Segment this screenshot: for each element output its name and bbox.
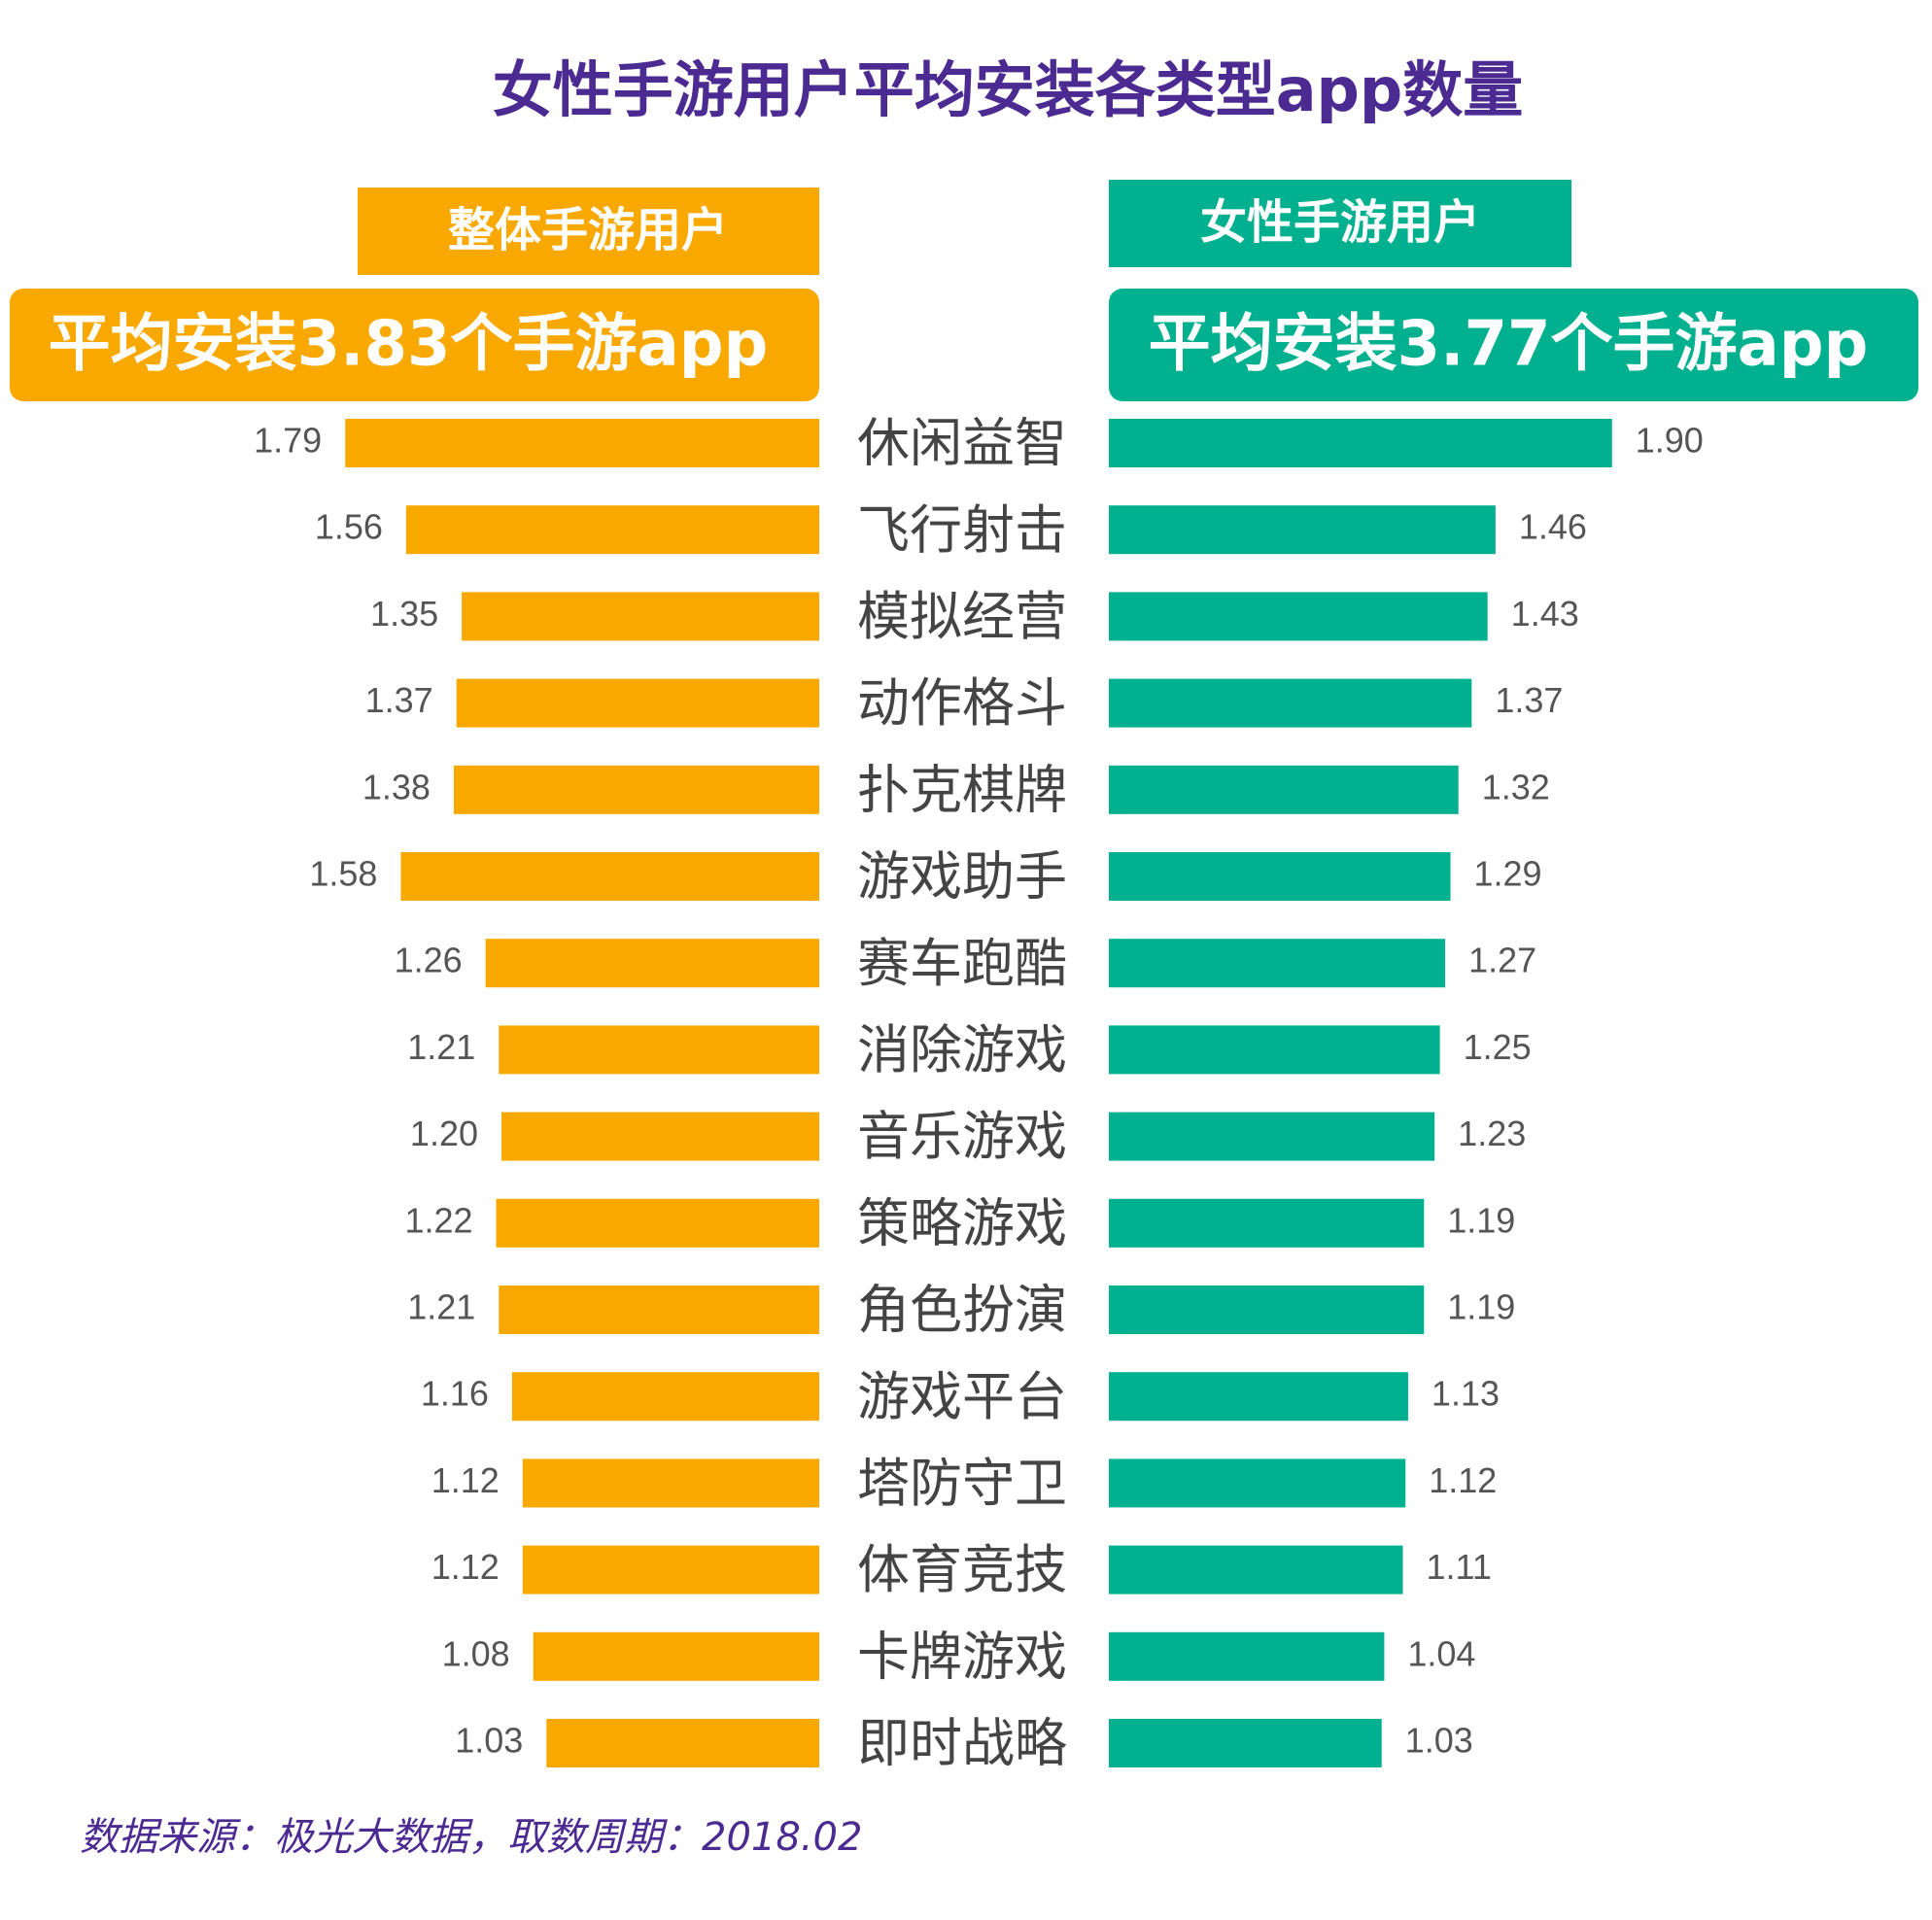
category-label: 扑克棋牌 bbox=[857, 759, 1067, 820]
category-label: 策略游戏 bbox=[857, 1192, 1067, 1253]
bar bbox=[345, 419, 819, 467]
value-label: 1.12 bbox=[431, 1547, 500, 1587]
bar bbox=[533, 1631, 819, 1681]
bar bbox=[1109, 1631, 1385, 1681]
value-label: 1.46 bbox=[1519, 507, 1587, 547]
category-label: 体育竞技 bbox=[857, 1539, 1067, 1600]
bar bbox=[1109, 1458, 1406, 1508]
bar bbox=[501, 1112, 819, 1161]
bar bbox=[496, 1198, 819, 1248]
value-label: 1.37 bbox=[1495, 680, 1563, 720]
category-label: 飞行射击 bbox=[857, 499, 1067, 561]
value-label: 1.32 bbox=[1482, 767, 1550, 806]
summary-text: 平均安装3.77个手游app bbox=[1149, 309, 1869, 381]
summary-text: 平均安装3.83个手游app bbox=[49, 309, 769, 381]
value-label: 1.03 bbox=[1405, 1721, 1473, 1761]
value-label: 1.03 bbox=[455, 1721, 523, 1761]
value-label: 1.13 bbox=[1432, 1374, 1500, 1414]
bar bbox=[400, 852, 819, 901]
bar bbox=[499, 1286, 819, 1334]
legend-label: 整体手游用户 bbox=[448, 203, 728, 257]
value-label: 1.21 bbox=[407, 1287, 475, 1327]
value-label: 1.11 bbox=[1426, 1547, 1491, 1587]
value-label: 1.19 bbox=[1447, 1287, 1515, 1327]
value-label: 1.20 bbox=[410, 1114, 478, 1153]
category-label: 模拟经营 bbox=[857, 586, 1067, 647]
value-label: 1.12 bbox=[1429, 1460, 1497, 1500]
bar bbox=[1109, 1719, 1382, 1767]
value-label: 1.58 bbox=[309, 854, 377, 894]
bar bbox=[462, 592, 819, 641]
bar bbox=[485, 939, 819, 988]
category-label: 消除游戏 bbox=[857, 1019, 1067, 1080]
chart-title: 女性手游用户平均安装各类型app数量 bbox=[493, 54, 1524, 125]
bar bbox=[1109, 939, 1446, 988]
value-label: 1.38 bbox=[362, 767, 431, 806]
category-label: 游戏助手 bbox=[857, 846, 1067, 908]
bar bbox=[405, 505, 819, 555]
value-label: 1.08 bbox=[442, 1633, 510, 1673]
bar bbox=[546, 1719, 819, 1767]
value-label: 1.43 bbox=[1511, 594, 1579, 634]
summary-box bbox=[1109, 289, 1918, 401]
category-label: 塔防守卫 bbox=[857, 1453, 1067, 1514]
summary-box bbox=[10, 289, 819, 401]
value-label: 1.04 bbox=[1407, 1633, 1475, 1673]
value-label: 1.19 bbox=[1447, 1200, 1515, 1240]
bar bbox=[1109, 852, 1451, 901]
value-label: 1.16 bbox=[421, 1374, 489, 1414]
bar bbox=[1109, 1286, 1425, 1334]
bar bbox=[1109, 1545, 1403, 1594]
category-label: 卡牌游戏 bbox=[857, 1626, 1067, 1687]
category-label: 休闲益智 bbox=[857, 413, 1067, 474]
category-label: 动作格斗 bbox=[857, 672, 1067, 734]
value-label: 1.23 bbox=[1458, 1114, 1526, 1153]
bar bbox=[1109, 1198, 1425, 1248]
category-label: 游戏平台 bbox=[857, 1366, 1067, 1427]
value-label: 1.25 bbox=[1464, 1027, 1532, 1067]
bar bbox=[522, 1458, 819, 1508]
value-label: 1.12 bbox=[431, 1460, 500, 1500]
category-label: 即时战略 bbox=[857, 1713, 1067, 1774]
value-label: 1.56 bbox=[315, 507, 383, 547]
bar bbox=[1109, 592, 1488, 641]
bar bbox=[1109, 678, 1472, 728]
bar bbox=[1109, 1025, 1440, 1075]
category-label: 赛车跑酷 bbox=[857, 933, 1067, 994]
bar bbox=[1109, 1372, 1408, 1422]
value-label: 1.21 bbox=[407, 1027, 475, 1067]
legend-label: 女性手游用户 bbox=[1200, 195, 1480, 250]
value-label: 1.79 bbox=[254, 421, 322, 461]
bar bbox=[1109, 419, 1612, 467]
value-label: 1.29 bbox=[1474, 854, 1542, 894]
bar bbox=[456, 678, 819, 728]
bar bbox=[499, 1025, 819, 1075]
legend-box bbox=[1109, 180, 1571, 267]
bar bbox=[1109, 505, 1496, 555]
bar bbox=[1109, 765, 1459, 814]
value-label: 1.35 bbox=[370, 594, 438, 634]
bar bbox=[453, 765, 819, 814]
value-label: 1.27 bbox=[1468, 941, 1536, 980]
bar bbox=[511, 1372, 819, 1422]
value-label: 1.90 bbox=[1636, 421, 1704, 461]
value-label: 1.26 bbox=[395, 941, 463, 980]
value-label: 1.37 bbox=[365, 680, 433, 720]
value-label: 1.22 bbox=[404, 1200, 472, 1240]
source-note: 数据来源：极光大数据，取数周期：2018.02 bbox=[80, 1815, 862, 1860]
bar bbox=[1109, 1112, 1435, 1161]
bar bbox=[522, 1545, 819, 1594]
legend-box bbox=[358, 188, 819, 275]
category-label: 音乐游戏 bbox=[857, 1106, 1067, 1167]
category-label: 角色扮演 bbox=[857, 1280, 1067, 1341]
